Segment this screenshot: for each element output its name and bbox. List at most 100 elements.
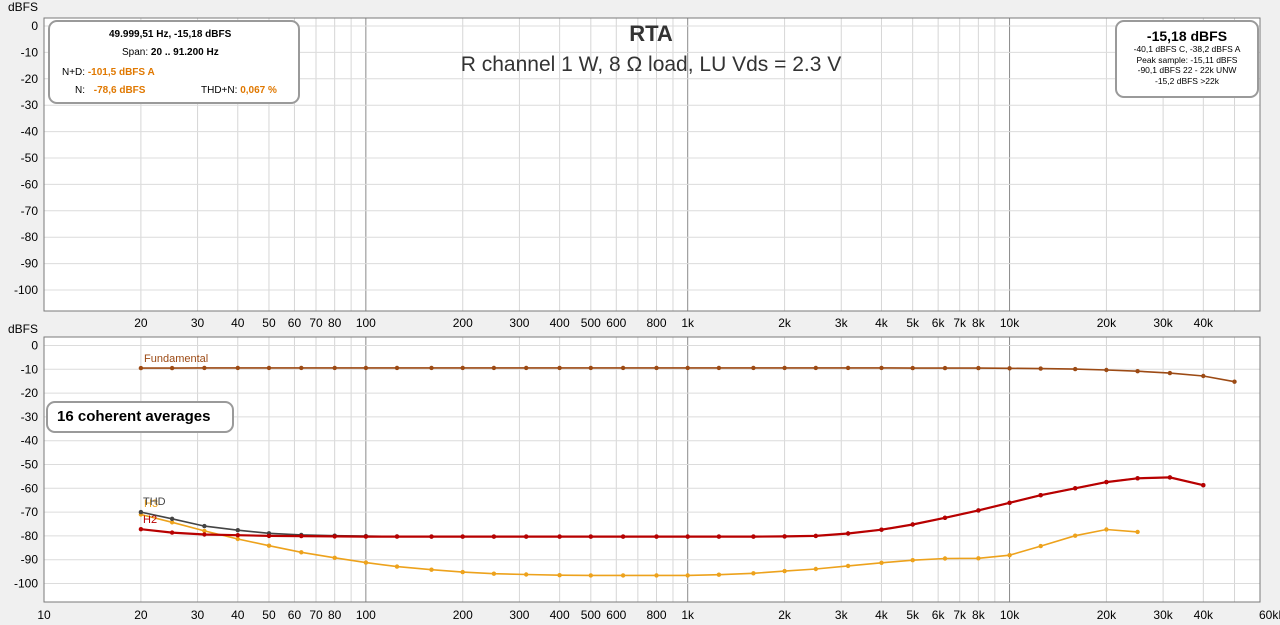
y-tick-label: -70 [21,204,39,218]
nd-readout: N+D: -101,5 dBFS A [62,67,155,78]
series-h2 [138,475,1206,539]
x-tick-label: 1k [681,316,695,330]
span-value: 20 .. 91.200 Hz [150,47,219,58]
point-h3 [976,556,981,561]
point-h3 [813,566,818,572]
point-h3 [557,573,562,578]
point-h2 [910,522,915,527]
point-fundamental [751,365,756,371]
point-h2 [588,534,593,539]
point-fundamental [813,365,818,371]
x-tick-label: 70 [309,608,323,622]
x-tick-label: 400 [550,608,570,622]
x-tick-label: 500 [581,608,601,622]
x-tick-label: 40k [1194,608,1214,622]
cursor-readout: 49.999,51 Hz, -15,18 dBFS [109,29,232,40]
n-label: N: [75,85,85,96]
x-tick-label: 3k [835,316,849,330]
y-tick-label: -70 [21,505,39,519]
point-fundamental [879,365,884,371]
x-tick-label: 10k [1000,608,1020,622]
x-tick-label: 6k [932,316,946,330]
x-tick-label: 60 [288,316,302,330]
point-fundamental [169,365,175,371]
y-tick-label: -60 [21,177,39,191]
point-h2 [460,534,465,539]
point-thd [138,509,144,515]
x-tick-label: 5k [906,316,920,330]
y-tick-label: -40 [21,434,39,448]
point-fundamental [1038,366,1043,371]
point-h3 [910,558,915,563]
bottom-x-ticks: 10 20 30 40 50 60 70 80 100 200 300 400 500 600 800 1k 2… [37,608,1280,622]
point-fundamental [1073,366,1078,372]
y-tick-label: -80 [21,230,39,244]
point-fundamental [363,365,369,371]
x-tick-label: 8k [972,316,986,330]
x-tick-label: 200 [453,608,473,622]
point-h2 [879,527,884,532]
point-h3 [266,543,272,548]
x-tick-label: 80 [328,316,342,330]
nd-label: N+D: [62,67,86,78]
point-h2 [169,530,175,535]
x-tick-label: 3k [835,608,849,622]
bottom-plot-frame [43,336,1261,603]
point-h3 [845,563,851,569]
point-h2 [1201,483,1206,488]
point-fundamental [266,365,272,371]
span-label: Span: [122,47,149,58]
level-detail-1: -40,1 dBFS C, -38,2 dBFS A [1133,44,1241,54]
point-h2 [782,534,787,539]
point-thd [169,516,175,521]
point-fundamental [1167,370,1173,376]
bottom-y-unit: dBFS [8,322,38,336]
point-h3 [942,556,948,561]
x-tick-label: 8k [972,608,986,622]
point-h2 [845,531,851,536]
point-fundamental [620,365,626,371]
x-tick-label: 1k [681,608,695,622]
point-h2 [1135,476,1140,481]
point-h3 [332,555,337,560]
x-tick-label: 30k [1153,608,1173,622]
point-h2 [813,533,818,539]
point-fundamental [942,365,948,371]
y-tick-label: -100 [14,577,38,591]
top-y-unit: dBFS [8,0,38,14]
level-detail-2: Peak sample: -15,11 dBFS [1136,54,1238,65]
x-tick-label: 10k [1000,316,1020,330]
point-fundamental [1232,379,1237,384]
point-h2 [332,534,337,539]
point-h3 [1104,527,1109,532]
line-h2 [140,476,1204,538]
x-tick-label: 7k [953,316,967,330]
x-tick-label: 30k [1153,316,1173,330]
y-tick-label: -80 [21,529,39,543]
thdn-label: THD+N: [201,85,238,96]
thdn-readout: THD+N: 0,067 % [201,85,277,96]
point-h3 [235,536,240,542]
nd-value: -101,5 dBFS A [87,67,155,78]
point-h2 [685,534,690,539]
x-tick-label: 4k [875,608,889,622]
point-h3 [620,573,626,578]
point-thd [235,528,240,533]
x-tick-label: 40k [1194,316,1214,330]
bottom-plot-area [44,337,1260,602]
averages-box: 16 coherent averages [46,401,234,433]
point-fundamental [845,365,851,371]
x-tick-label: 20k [1097,608,1117,622]
x-tick-label: 300 [509,316,529,330]
point-h3 [524,572,529,577]
point-h2 [1038,493,1043,498]
y-tick-label: -50 [21,458,39,472]
point-h3 [588,573,593,578]
y-tick-label: 0 [31,19,38,33]
x-tick-label: 600 [606,608,626,622]
point-h3 [169,520,175,525]
level-value: -15,18 dBFS [1146,28,1228,44]
point-h3 [1007,553,1012,558]
point-h3 [751,571,756,576]
point-h2 [429,534,434,539]
